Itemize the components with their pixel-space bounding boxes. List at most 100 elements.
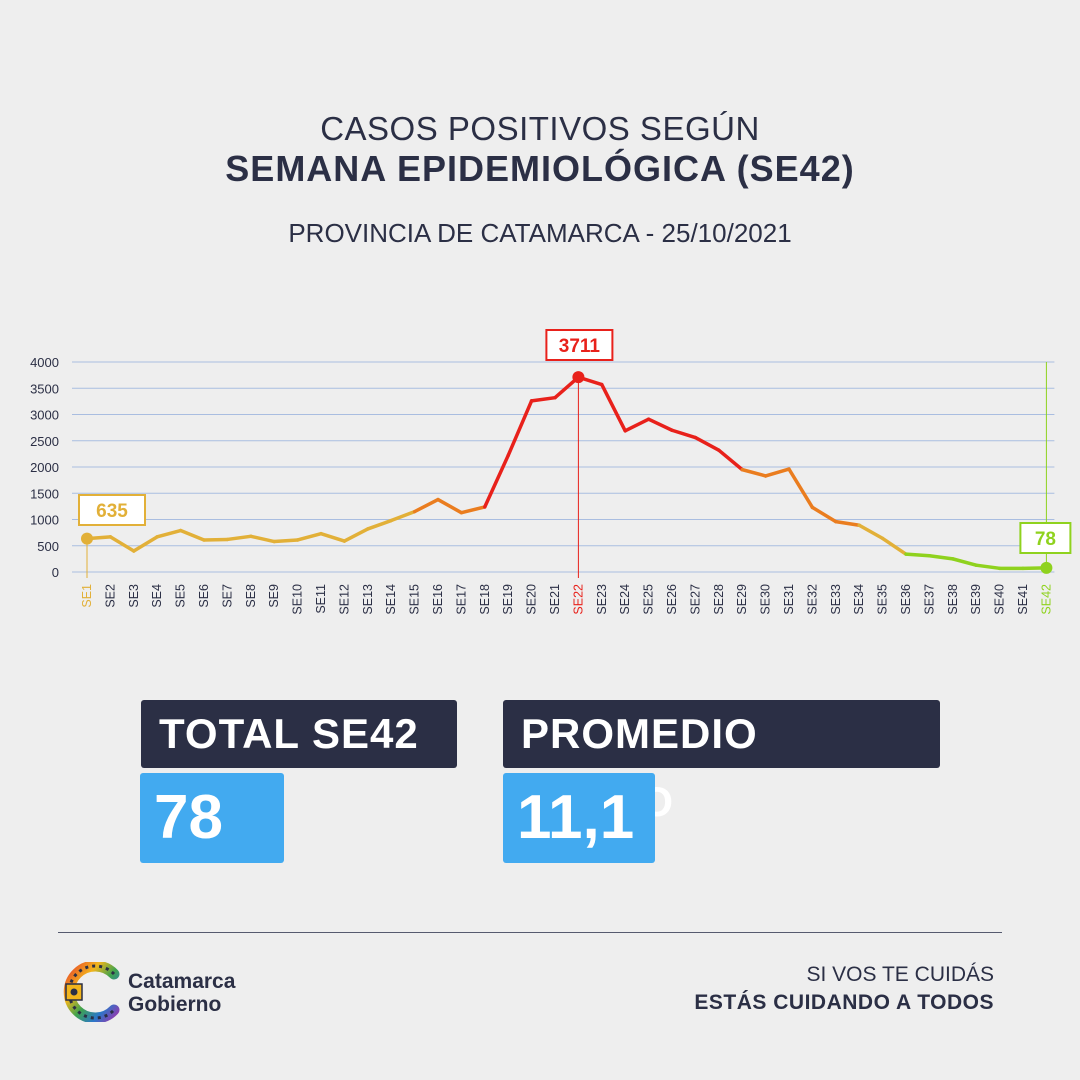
series-line-segment bbox=[295, 531, 323, 542]
x-tick-label: SE13 bbox=[361, 584, 375, 615]
x-tick-label: SE8 bbox=[244, 584, 258, 608]
footer-divider bbox=[58, 932, 1002, 933]
x-tick-label: SE16 bbox=[431, 584, 445, 615]
annotation-label: 78 bbox=[1035, 529, 1056, 550]
series-line-segment bbox=[693, 435, 721, 452]
series-line-segment bbox=[459, 505, 487, 515]
x-tick-label: SE4 bbox=[150, 584, 164, 608]
total-label: TOTAL SE42 bbox=[141, 700, 457, 768]
x-tick-label: SE26 bbox=[665, 584, 679, 615]
series-line-segment bbox=[951, 557, 978, 567]
x-tick-label: SE24 bbox=[618, 584, 632, 615]
series-line-segment bbox=[717, 448, 744, 472]
x-tick-label: SE6 bbox=[197, 584, 211, 608]
logo-line2: Gobierno bbox=[128, 993, 222, 1016]
x-tick-label: SE3 bbox=[127, 584, 141, 608]
series-line-segment bbox=[740, 467, 768, 478]
x-tick-label: SE18 bbox=[478, 584, 492, 615]
series-line-segment bbox=[600, 382, 627, 433]
x-tick-label: SE41 bbox=[1016, 584, 1030, 615]
series-line-segment bbox=[646, 417, 674, 432]
y-tick-label: 4000 bbox=[30, 355, 59, 370]
annotation-label: 3711 bbox=[559, 336, 601, 357]
x-tick-label: SE37 bbox=[922, 584, 936, 615]
annotation-point bbox=[572, 371, 585, 384]
x-tick-label: SE30 bbox=[759, 584, 773, 615]
x-tick-label: SE19 bbox=[501, 584, 515, 615]
cases-line-chart: 0 500 1000 1500 2000 2500 3000 3500 4000 SE1 SE2 SE… bbox=[30, 329, 1072, 615]
series-line-segment bbox=[623, 417, 651, 433]
annotation-box bbox=[545, 329, 614, 361]
x-tick-label: SE1 bbox=[80, 584, 94, 608]
y-tick-label: 500 bbox=[37, 539, 59, 554]
x-tick-label: SE32 bbox=[805, 584, 819, 615]
y-tick-label: 1000 bbox=[30, 513, 59, 528]
x-tick-label: SE29 bbox=[735, 584, 749, 615]
average-label: PROMEDIO DIARIO bbox=[503, 700, 940, 825]
catamarca-logo-icon bbox=[63, 962, 120, 1022]
series-line-segment bbox=[974, 563, 1002, 571]
series-line-segment bbox=[178, 528, 206, 542]
x-tick-label: SE25 bbox=[642, 584, 656, 615]
x-tick-label: SE15 bbox=[408, 584, 422, 615]
annotation-point bbox=[1040, 561, 1053, 574]
page-title-line1: CASOS POSITIVOS SEGÚN bbox=[320, 110, 760, 147]
series-line-segment bbox=[366, 518, 393, 531]
x-tick-label: SE28 bbox=[712, 584, 726, 615]
x-tick-label: SE35 bbox=[876, 584, 890, 615]
series-line-segment bbox=[389, 509, 417, 523]
x-tick-label: SE33 bbox=[829, 584, 843, 615]
annotation-box bbox=[78, 494, 146, 526]
series-line-segment bbox=[857, 523, 885, 541]
page-title-line2: SEMANA EPIDEMIOLÓGICA (SE42) bbox=[225, 148, 855, 189]
series-line-segment bbox=[834, 519, 861, 528]
series-line-segment bbox=[108, 535, 136, 553]
y-tick-label: 2500 bbox=[30, 434, 59, 449]
x-tick-label: SE20 bbox=[525, 584, 539, 615]
logo-line1: Catamarca bbox=[128, 970, 236, 993]
series-line-segment bbox=[904, 552, 932, 558]
page-subtitle: PROVINCIA DE CATAMARCA - 25/10/2021 bbox=[288, 218, 792, 248]
series-line-segment bbox=[506, 399, 534, 458]
x-tick-label: SE23 bbox=[595, 584, 609, 615]
y-tick-label: 2000 bbox=[30, 460, 59, 475]
y-tick-label: 3000 bbox=[30, 408, 59, 423]
x-tick-label: SE42 bbox=[1039, 584, 1053, 615]
x-tick-label: SE12 bbox=[337, 584, 351, 615]
slogan-line2: ESTÁS CUIDANDO A TODOS bbox=[694, 991, 994, 1014]
x-tick-label: SE9 bbox=[267, 584, 281, 608]
annotation-box bbox=[1019, 522, 1072, 554]
series-line-segment bbox=[132, 535, 159, 553]
series-line-segment bbox=[319, 531, 347, 543]
average-value: 11,1 bbox=[503, 773, 655, 863]
x-tick-label: SE10 bbox=[291, 584, 305, 615]
x-tick-label: SE34 bbox=[852, 584, 866, 615]
slogan-line1: SI VOS TE CUIDÁS bbox=[806, 963, 995, 986]
series-line-segment bbox=[670, 428, 698, 440]
x-tick-label: SE39 bbox=[969, 584, 983, 615]
total-value: 78 bbox=[140, 773, 284, 863]
series-line-segment bbox=[810, 505, 838, 524]
series-line-segment bbox=[412, 497, 440, 514]
series-line-segment bbox=[249, 534, 276, 544]
series-line-segment bbox=[342, 527, 370, 543]
series-line-segment bbox=[436, 497, 464, 515]
series-line-segment bbox=[880, 536, 908, 556]
x-tick-label: SE17 bbox=[454, 584, 468, 615]
series-line-segment bbox=[763, 467, 791, 478]
series-line-segment bbox=[155, 528, 183, 539]
x-tick-label: SE38 bbox=[946, 584, 960, 615]
series-line-segment bbox=[483, 453, 510, 509]
x-tick-label: SE2 bbox=[103, 584, 117, 608]
y-tick-label: 0 bbox=[52, 565, 59, 580]
x-tick-label: SE14 bbox=[384, 584, 398, 615]
x-tick-label: SE11 bbox=[314, 584, 328, 614]
x-tick-label: SE27 bbox=[688, 584, 702, 615]
annotation-point bbox=[81, 532, 93, 545]
series-line-segment bbox=[927, 553, 955, 561]
series-line-segment bbox=[272, 538, 300, 544]
x-tick-label: SE7 bbox=[220, 584, 234, 608]
series-line-segment bbox=[202, 537, 230, 542]
x-tick-label: SE5 bbox=[174, 584, 188, 608]
series-line-segment bbox=[529, 395, 557, 403]
